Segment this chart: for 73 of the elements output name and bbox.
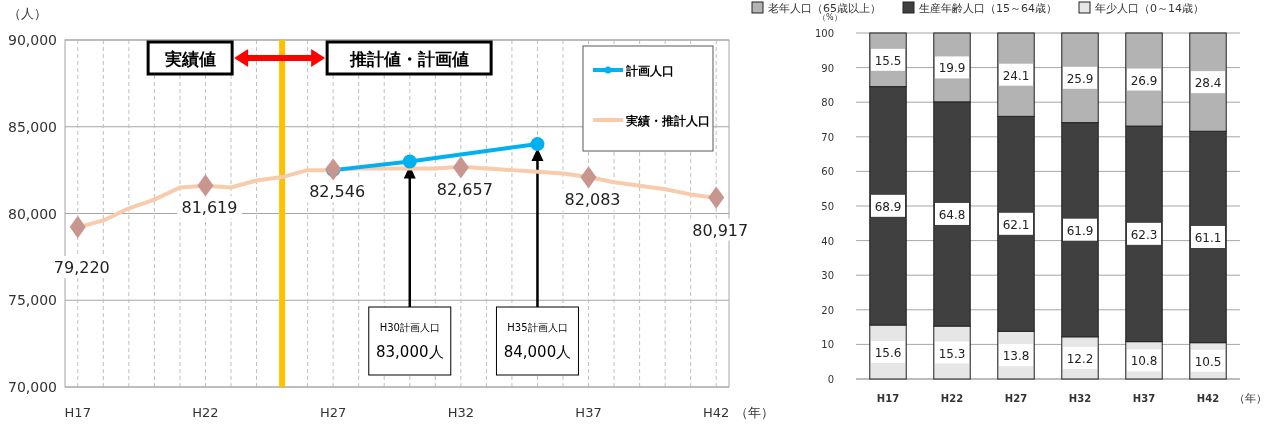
x-tick-label: H42 [1196, 393, 1220, 404]
x-tick-label: H27 [319, 405, 347, 420]
data-label: 61.1 [1194, 230, 1222, 245]
y-tick-label: 60 [821, 166, 834, 178]
data-label: 68.9 [874, 199, 902, 214]
legend-label: 老年人口（65歳以上） [768, 2, 881, 15]
y-tick-label: 70,000 [8, 379, 57, 395]
y-tick-label: 100 [814, 28, 834, 39]
x-tick-label: H42 [703, 405, 730, 420]
y-tick-label: 85,000 [8, 118, 57, 135]
y-tick-label: 80 [821, 97, 834, 109]
annotation: H30計画人口 83,000人 [376, 322, 444, 361]
point [452, 156, 469, 179]
y-tick-label: 0 [827, 374, 834, 385]
legend-label: 生産年齢人口（15～64歳） [919, 2, 1057, 15]
legend-label: 計画人口 [625, 64, 674, 78]
x-axis-title: （年） [735, 405, 774, 420]
y-tick-label: 40 [821, 235, 834, 247]
data-label: 61.9 [1066, 223, 1094, 238]
data-label: 80,917 [692, 220, 749, 240]
x-tick-label: H32 [1068, 393, 1092, 404]
x-tick-label: H37 [1132, 393, 1156, 404]
point [402, 154, 417, 169]
data-label: 82,657 [436, 180, 493, 200]
data-label: 62.1 [1002, 217, 1030, 232]
y-axis-title: （%） [818, 13, 842, 22]
data-label: 10.8 [1130, 354, 1158, 369]
y-tick-label: 70 [821, 131, 834, 143]
y-tick-label: 50 [821, 201, 834, 212]
data-label: 26.9 [1130, 73, 1158, 88]
data-label: 15.5 [874, 53, 902, 68]
data-label: 12.2 [1066, 351, 1094, 366]
y-tick-label: 80,000 [8, 205, 57, 222]
data-label: 24.1 [1002, 68, 1030, 83]
data-label: 28.4 [1194, 76, 1222, 91]
x-tick-label: H17 [64, 405, 91, 420]
annotation: H35計画人口 84,000人 [503, 322, 572, 361]
y-tick-label: 90 [821, 62, 834, 74]
point [197, 174, 214, 197]
data-label: 81,619 [181, 198, 238, 218]
data-label: 82,546 [309, 182, 366, 202]
point [530, 137, 545, 152]
x-tick-label: H17 [876, 393, 900, 404]
x-tick-label: H22 [192, 405, 219, 420]
legend-label: 実績・推計人口 [625, 114, 710, 128]
y-tick-label: 10 [821, 339, 834, 351]
x-axis-title: （年） [1234, 392, 1267, 405]
x-tick-label: H22 [940, 393, 964, 404]
y-axis-title: （人） [8, 6, 47, 21]
data-label: 15.6 [874, 346, 902, 361]
point [580, 166, 597, 189]
data-label: 25.9 [1066, 71, 1094, 86]
x-tick-label: H27 [1004, 393, 1028, 404]
data-label: 79,220 [53, 258, 110, 278]
data-label: 62.3 [1130, 227, 1158, 242]
y-tick-label: 90,000 [8, 32, 57, 48]
annotation: 実績値 [163, 49, 216, 69]
point [708, 186, 725, 209]
x-tick-label: H32 [447, 405, 475, 420]
y-tick-label: 20 [821, 304, 834, 316]
y-tick-label: 30 [821, 270, 834, 282]
point [69, 215, 86, 239]
y-tick-label: 75,000 [8, 292, 57, 309]
legend-label: 年少人口（0～14歳） [1095, 2, 1204, 15]
data-label: 10.5 [1194, 354, 1222, 369]
annotation: 推計値・計画値 [348, 49, 469, 69]
point [325, 158, 342, 181]
data-label: 19.9 [938, 61, 966, 76]
data-label: 13.8 [1002, 349, 1030, 364]
x-tick-label: H37 [575, 405, 602, 420]
data-label: 82,083 [564, 190, 621, 210]
data-label: 15.3 [938, 346, 966, 361]
data-label: 64.8 [938, 207, 966, 222]
